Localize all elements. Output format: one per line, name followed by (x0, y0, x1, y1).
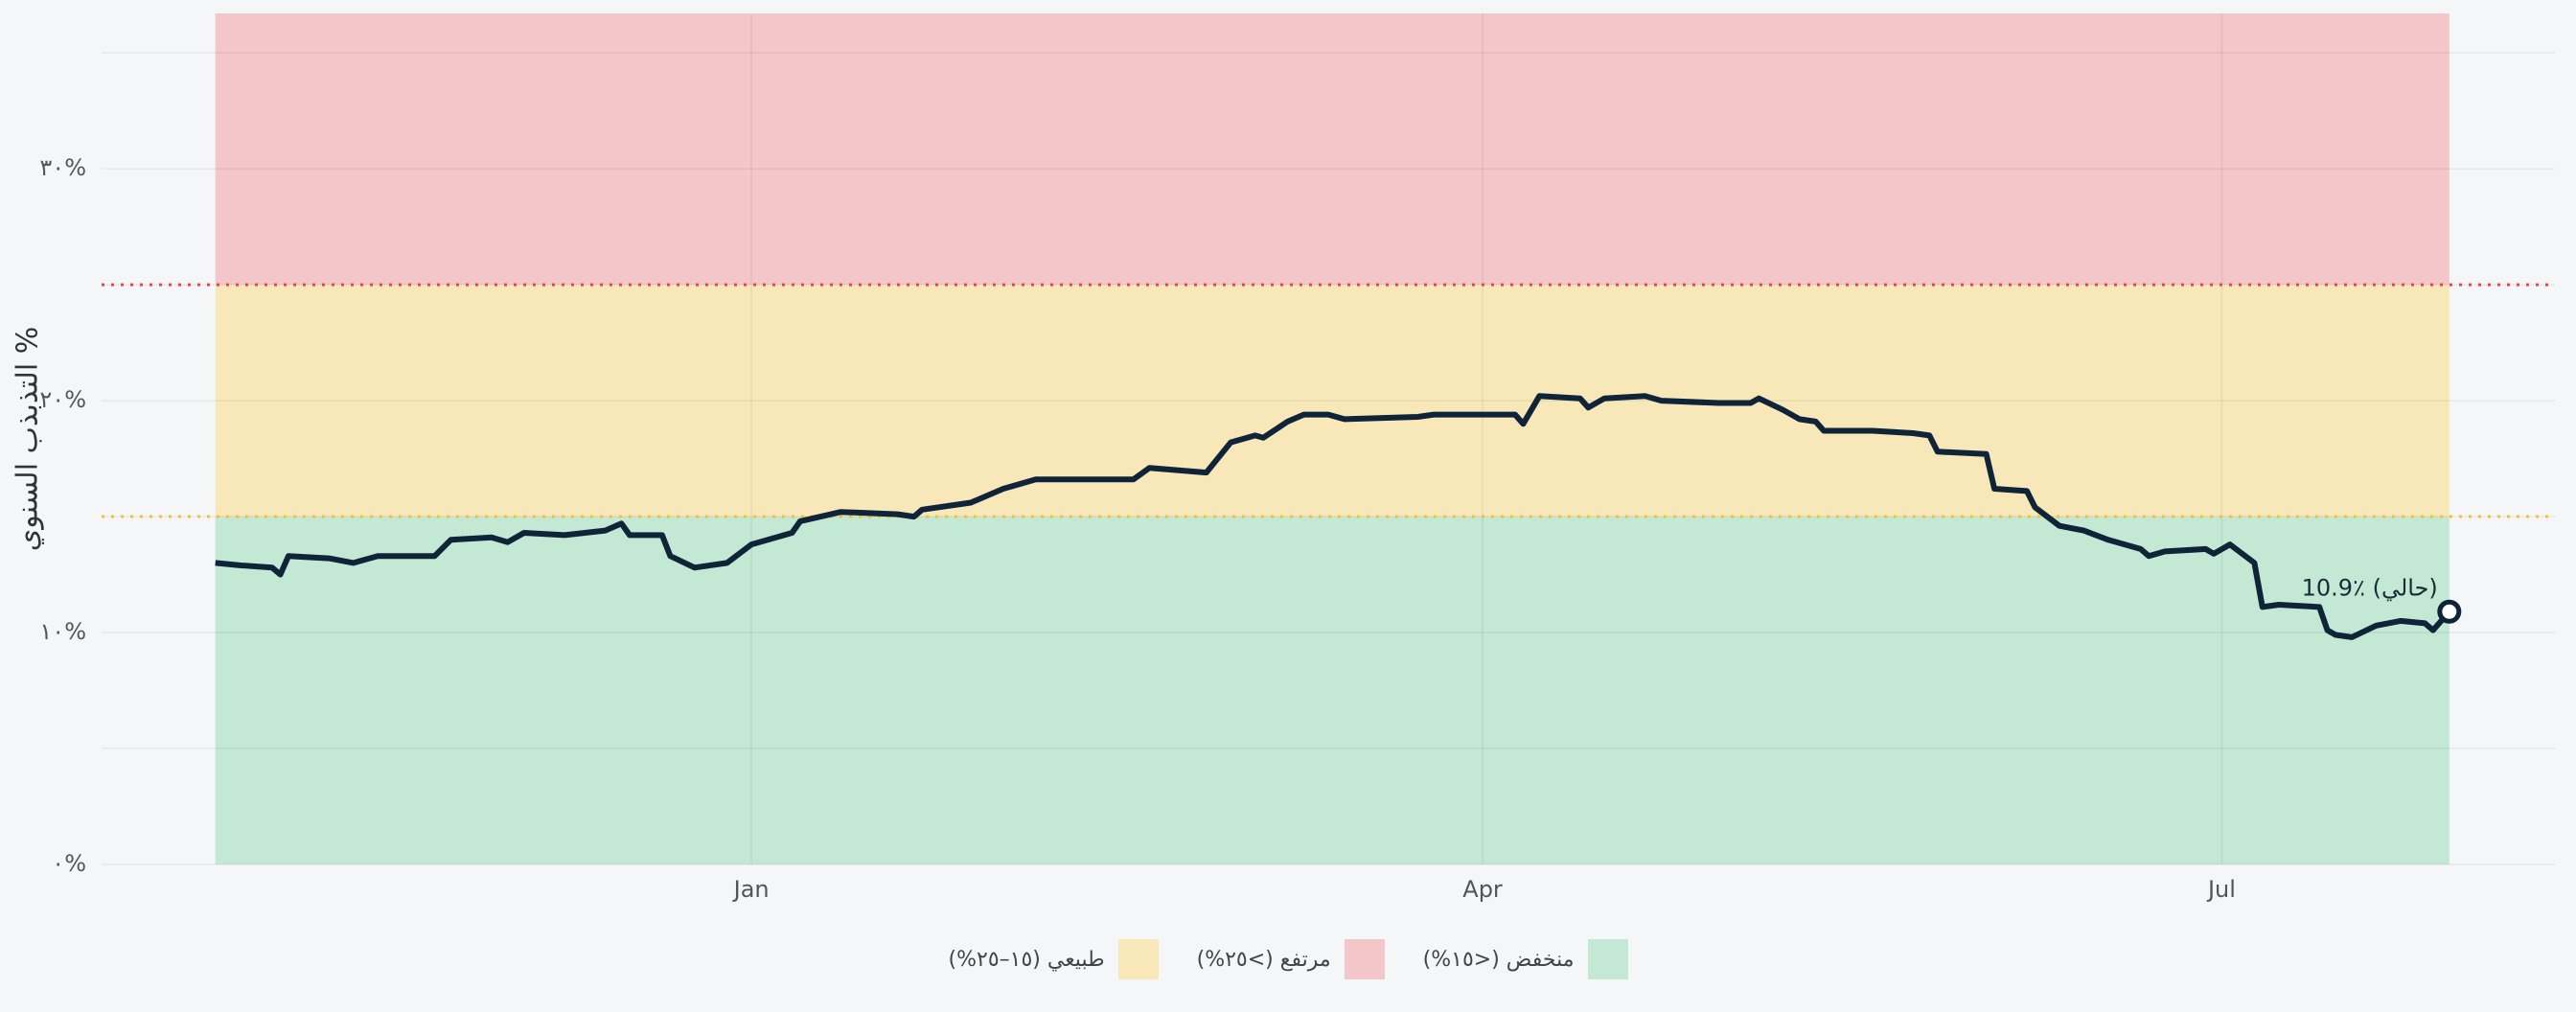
legend-label: مرتفع (>٢٥%) (1196, 947, 1331, 972)
band (215, 285, 2450, 518)
y-tick-label: ١٠% (39, 618, 86, 645)
y-tick-label: ٢٠% (39, 386, 86, 413)
x-tick-label: Apr (1462, 876, 1503, 903)
legend: منخفض (<١٥%) مرتفع (>٢٥%) طبيعي (١٥–٢٥%) (0, 939, 2576, 979)
legend-swatch (1344, 939, 1385, 979)
band (215, 517, 2450, 864)
annotation: 10.9٪ (حالي) (2302, 574, 2438, 601)
chart: التذبذب السنوي % ٠% ١٠% ٢٠% ٣٠% Jan Apr Jul 10.… (12, 13, 2555, 903)
y-tick-label: ٠% (52, 850, 86, 877)
legend-item: مرتفع (>٢٥%) (1197, 939, 1385, 979)
x-tick-label: Jan (732, 876, 770, 903)
y-tick-label: ٣٠% (39, 154, 86, 181)
legend-label: منخفض (<١٥%) (1422, 947, 1575, 972)
legend-label: طبيعي (١٥–٢٥%) (948, 947, 1105, 972)
legend-item: منخفض (<١٥%) (1423, 939, 1628, 979)
legend-item: طبيعي (١٥–٢٥%) (949, 939, 1159, 979)
legend-swatch (1587, 939, 1628, 979)
legend-swatch (1117, 939, 1159, 979)
volatility-line (215, 393, 2452, 640)
current-point (2437, 599, 2462, 624)
band (215, 13, 2450, 286)
x-tick-label: Jul (2206, 876, 2236, 903)
y-axis-label: التذبذب السنوي % (12, 327, 45, 551)
